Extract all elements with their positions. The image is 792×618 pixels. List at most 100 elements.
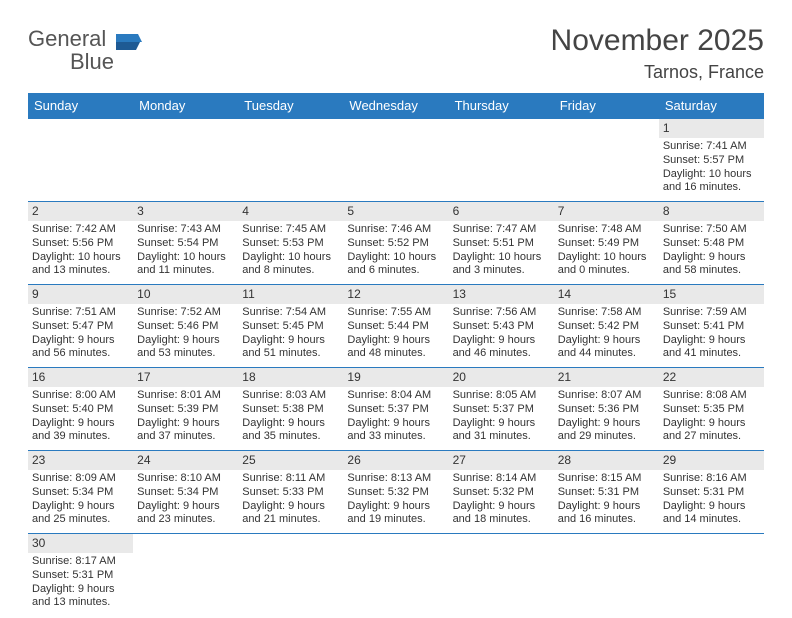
sunrise-text: Sunrise: 7:48 AM xyxy=(558,223,655,237)
day-data-cell: Sunrise: 8:04 AMSunset: 5:37 PMDaylight:… xyxy=(343,387,448,451)
day-data-row: Sunrise: 7:41 AMSunset: 5:57 PMDaylight:… xyxy=(28,138,764,202)
sunset-text: Sunset: 5:39 PM xyxy=(137,403,234,417)
day-data-cell: Sunrise: 7:52 AMSunset: 5:46 PMDaylight:… xyxy=(133,304,238,368)
day1-text: Daylight: 9 hours xyxy=(663,334,760,348)
day-data-row: Sunrise: 8:09 AMSunset: 5:34 PMDaylight:… xyxy=(28,470,764,534)
sunset-text: Sunset: 5:57 PM xyxy=(663,154,760,168)
day-data-cell: Sunrise: 7:50 AMSunset: 5:48 PMDaylight:… xyxy=(659,221,764,285)
day1-text: Daylight: 9 hours xyxy=(32,583,129,597)
day2-text: and 41 minutes. xyxy=(663,347,760,361)
sunset-text: Sunset: 5:33 PM xyxy=(242,486,339,500)
sunrise-text: Sunrise: 8:13 AM xyxy=(347,472,444,486)
sunset-text: Sunset: 5:38 PM xyxy=(242,403,339,417)
day-data-cell xyxy=(28,138,133,202)
day-data-cell xyxy=(449,553,554,618)
day1-text: Daylight: 9 hours xyxy=(242,500,339,514)
day-data-row: Sunrise: 7:42 AMSunset: 5:56 PMDaylight:… xyxy=(28,221,764,285)
day-data-cell xyxy=(343,553,448,618)
day-data-cell: Sunrise: 7:51 AMSunset: 5:47 PMDaylight:… xyxy=(28,304,133,368)
day-data-cell: Sunrise: 7:41 AMSunset: 5:57 PMDaylight:… xyxy=(659,138,764,202)
day-data-row: Sunrise: 7:51 AMSunset: 5:47 PMDaylight:… xyxy=(28,304,764,368)
day-data-cell xyxy=(133,138,238,202)
sunset-text: Sunset: 5:43 PM xyxy=(453,320,550,334)
day-data-cell: Sunrise: 7:45 AMSunset: 5:53 PMDaylight:… xyxy=(238,221,343,285)
sunrise-text: Sunrise: 8:10 AM xyxy=(137,472,234,486)
day-number-cell: 2 xyxy=(28,202,133,222)
logo-word2: Blue xyxy=(70,49,114,74)
day-data-cell: Sunrise: 8:07 AMSunset: 5:36 PMDaylight:… xyxy=(554,387,659,451)
day2-text: and 33 minutes. xyxy=(347,430,444,444)
weekday-header: Saturday xyxy=(659,93,764,119)
day-data-cell: Sunrise: 7:58 AMSunset: 5:42 PMDaylight:… xyxy=(554,304,659,368)
day1-text: Daylight: 10 hours xyxy=(137,251,234,265)
day1-text: Daylight: 9 hours xyxy=(347,500,444,514)
day2-text: and 39 minutes. xyxy=(32,430,129,444)
sunset-text: Sunset: 5:36 PM xyxy=(558,403,655,417)
day-data-cell: Sunrise: 7:59 AMSunset: 5:41 PMDaylight:… xyxy=(659,304,764,368)
day-data-cell: Sunrise: 8:16 AMSunset: 5:31 PMDaylight:… xyxy=(659,470,764,534)
day-data-cell: Sunrise: 8:08 AMSunset: 5:35 PMDaylight:… xyxy=(659,387,764,451)
daynum-row: 30 xyxy=(28,534,764,554)
day2-text: and 16 minutes. xyxy=(663,181,760,195)
daynum-row: 23242526272829 xyxy=(28,451,764,471)
day2-text: and 0 minutes. xyxy=(558,264,655,278)
day-data-cell xyxy=(554,553,659,618)
day2-text: and 21 minutes. xyxy=(242,513,339,527)
day-number-cell: 23 xyxy=(28,451,133,471)
sunrise-text: Sunrise: 7:52 AM xyxy=(137,306,234,320)
day-number-cell xyxy=(343,534,448,554)
day-number-cell: 28 xyxy=(554,451,659,471)
sunrise-text: Sunrise: 8:11 AM xyxy=(242,472,339,486)
day-number-cell: 17 xyxy=(133,368,238,388)
day2-text: and 13 minutes. xyxy=(32,264,129,278)
day2-text: and 19 minutes. xyxy=(347,513,444,527)
day2-text: and 58 minutes. xyxy=(663,264,760,278)
day2-text: and 8 minutes. xyxy=(242,264,339,278)
sunrise-text: Sunrise: 7:43 AM xyxy=(137,223,234,237)
day2-text: and 56 minutes. xyxy=(32,347,129,361)
sunrise-text: Sunrise: 7:55 AM xyxy=(347,306,444,320)
day2-text: and 51 minutes. xyxy=(242,347,339,361)
sunset-text: Sunset: 5:53 PM xyxy=(242,237,339,251)
day-data-row: Sunrise: 8:00 AMSunset: 5:40 PMDaylight:… xyxy=(28,387,764,451)
day-number-cell xyxy=(238,119,343,139)
sunrise-text: Sunrise: 8:03 AM xyxy=(242,389,339,403)
sunrise-text: Sunrise: 7:51 AM xyxy=(32,306,129,320)
day-number-cell: 16 xyxy=(28,368,133,388)
sunrise-text: Sunrise: 8:16 AM xyxy=(663,472,760,486)
day-data-cell: Sunrise: 7:47 AMSunset: 5:51 PMDaylight:… xyxy=(449,221,554,285)
weekday-header-row: Sunday Monday Tuesday Wednesday Thursday… xyxy=(28,93,764,119)
sunset-text: Sunset: 5:37 PM xyxy=(453,403,550,417)
day1-text: Daylight: 9 hours xyxy=(242,417,339,431)
sunrise-text: Sunrise: 8:05 AM xyxy=(453,389,550,403)
sunset-text: Sunset: 5:51 PM xyxy=(453,237,550,251)
day-data-cell: Sunrise: 8:11 AMSunset: 5:33 PMDaylight:… xyxy=(238,470,343,534)
day-number-cell xyxy=(133,119,238,139)
sunset-text: Sunset: 5:42 PM xyxy=(558,320,655,334)
day2-text: and 16 minutes. xyxy=(558,513,655,527)
day-number-cell: 9 xyxy=(28,285,133,305)
weekday-header: Tuesday xyxy=(238,93,343,119)
day2-text: and 14 minutes. xyxy=(663,513,760,527)
day-number-cell: 22 xyxy=(659,368,764,388)
sunset-text: Sunset: 5:46 PM xyxy=(137,320,234,334)
day-number-cell xyxy=(554,119,659,139)
day-number-cell: 24 xyxy=(133,451,238,471)
day-data-cell xyxy=(238,553,343,618)
day1-text: Daylight: 10 hours xyxy=(663,168,760,182)
day-data-cell xyxy=(238,138,343,202)
day-data-cell: Sunrise: 7:46 AMSunset: 5:52 PMDaylight:… xyxy=(343,221,448,285)
day-data-cell xyxy=(659,553,764,618)
day-number-cell: 30 xyxy=(28,534,133,554)
day1-text: Daylight: 9 hours xyxy=(242,334,339,348)
day-data-row: Sunrise: 8:17 AMSunset: 5:31 PMDaylight:… xyxy=(28,553,764,618)
day-data-cell: Sunrise: 8:03 AMSunset: 5:38 PMDaylight:… xyxy=(238,387,343,451)
sunrise-text: Sunrise: 8:14 AM xyxy=(453,472,550,486)
day-number-cell: 26 xyxy=(343,451,448,471)
day1-text: Daylight: 10 hours xyxy=(347,251,444,265)
day1-text: Daylight: 9 hours xyxy=(137,500,234,514)
weekday-header: Wednesday xyxy=(343,93,448,119)
day1-text: Daylight: 9 hours xyxy=(32,417,129,431)
day-data-cell: Sunrise: 8:09 AMSunset: 5:34 PMDaylight:… xyxy=(28,470,133,534)
sunset-text: Sunset: 5:52 PM xyxy=(347,237,444,251)
